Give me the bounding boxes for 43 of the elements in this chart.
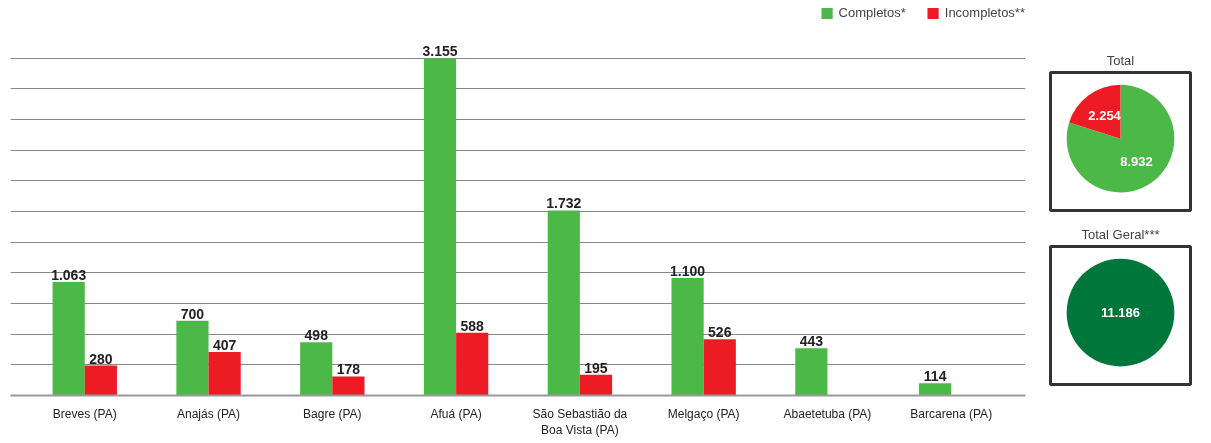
x-tick-label: Afuá (PA)	[430, 406, 482, 421]
bar	[176, 320, 209, 396]
chart-title: Total Geral***	[1081, 226, 1160, 242]
x-tick-label: Barcarena (PA)	[910, 406, 993, 421]
x-tick-label: Anajás (PA)	[176, 406, 241, 421]
data-label: 1.732	[546, 195, 582, 212]
bar	[52, 281, 85, 396]
bar	[332, 376, 365, 396]
data-label: 526	[708, 324, 732, 341]
data-label: 114	[923, 368, 947, 385]
bar	[300, 342, 333, 396]
chart-title: Total	[1106, 52, 1135, 68]
bar	[919, 383, 952, 396]
data-label: 8.932	[1120, 154, 1153, 170]
bar	[579, 374, 613, 396]
bar	[208, 352, 241, 396]
x-tick-label: São Sebastião da Boa Vista (PA)	[532, 406, 628, 438]
data-label: 11.186	[1100, 305, 1141, 321]
data-label: 195	[584, 359, 608, 376]
data-label: 498	[304, 327, 329, 344]
bar	[547, 210, 580, 396]
x-tick-label: Breves (PA)	[52, 406, 117, 421]
bar	[795, 348, 828, 396]
data-label: 1.063	[51, 266, 87, 283]
data-label: 407	[212, 337, 237, 354]
bar	[423, 58, 457, 396]
bar	[84, 365, 117, 396]
x-tick-label: Melgaço (PA)	[667, 406, 740, 421]
x-tick-label: Bagre (PA)	[303, 406, 362, 421]
data-label: 443	[799, 333, 824, 350]
legend-label: Completos*	[838, 5, 906, 20]
x-tick-label: Abaetetuba (PA)	[783, 406, 872, 421]
data-label: 2.254	[1088, 107, 1122, 123]
data-label: 588	[460, 317, 485, 334]
data-label: 3.155	[422, 43, 458, 60]
legend-label: Incompletos**	[944, 5, 1025, 20]
bar	[703, 339, 736, 396]
bar	[456, 332, 489, 396]
data-label: 1.100	[670, 262, 706, 279]
data-label: 700	[180, 305, 205, 322]
data-label: 280	[89, 350, 113, 367]
data-label: 178	[336, 361, 361, 378]
bar	[671, 277, 704, 396]
